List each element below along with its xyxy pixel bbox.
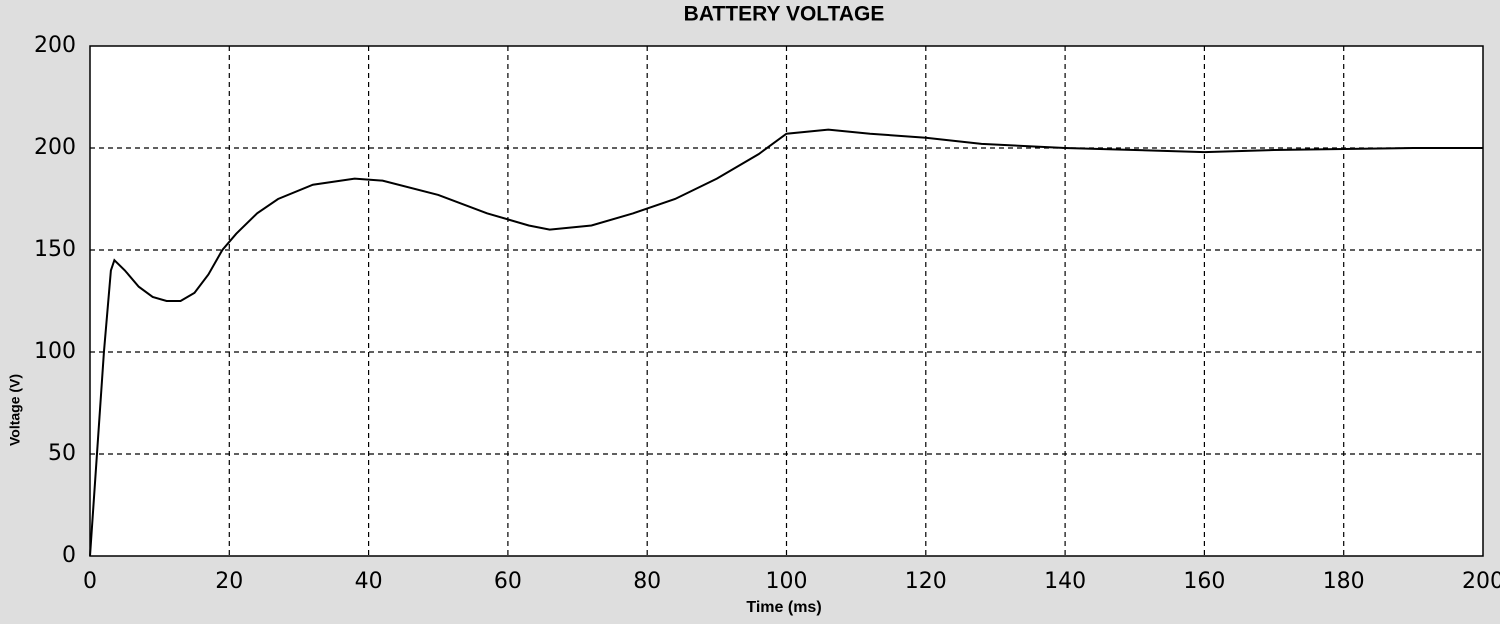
y-tick-label: 100 (34, 339, 76, 364)
voltage-line (89, 128, 1483, 557)
y-tick-label: 200 (34, 135, 76, 160)
chart-title: BATTERY VOLTAGE (684, 3, 885, 26)
y-tick-label: 50 (48, 441, 76, 466)
x-tick-label: 40 (355, 569, 383, 594)
x-tick-label: 20 (215, 569, 243, 594)
y-tick-label: 150 (34, 237, 76, 262)
x-tick-label: 0 (83, 569, 97, 594)
y-axis-label: Voltage (V) (7, 374, 23, 446)
x-tick-label: 160 (1183, 569, 1225, 594)
x-tick-label: 180 (1323, 569, 1365, 594)
y-tick-label: 0 (62, 543, 76, 568)
x-tick-label: 200 (1462, 569, 1500, 594)
x-tick-label: 60 (494, 569, 522, 594)
x-axis-label: Time (ms) (746, 599, 821, 616)
x-tick-label: 100 (766, 569, 808, 594)
x-tick-label: 120 (905, 569, 947, 594)
x-tick-label: 80 (633, 569, 661, 594)
y-tick-label: 200 (34, 33, 76, 58)
x-tick-label: 140 (1044, 569, 1086, 594)
